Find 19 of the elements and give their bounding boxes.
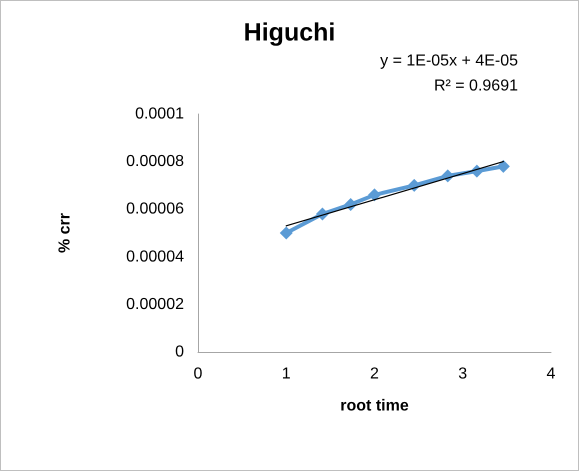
y-tick-label: 0.00002 [126, 296, 184, 313]
y-axis-title: % crr [56, 212, 74, 254]
x-tick-label: 2 [370, 366, 380, 382]
x-axis-title: root time [340, 398, 409, 414]
y-tick-label: 0.0001 [135, 106, 184, 122]
x-tick-label: 3 [458, 366, 468, 382]
y-tick-label: 0.00006 [126, 200, 184, 218]
x-tick-label: 0 [194, 366, 203, 382]
x-tick-label: 1 [282, 366, 291, 382]
text: R² = 0.9691 [434, 78, 518, 94]
y-tick-label: 0 [175, 344, 184, 360]
x-tick-label: 4 [546, 366, 556, 382]
point [496, 160, 510, 173]
text: y = 1E-05x + 4E-05 [380, 52, 518, 70]
chart-title: Higuchi [244, 18, 336, 46]
y-tick-label: 0.00004 [126, 248, 184, 266]
point [368, 188, 381, 202]
y-tick-label: 0.00008 [126, 153, 184, 170]
point [280, 226, 293, 240]
